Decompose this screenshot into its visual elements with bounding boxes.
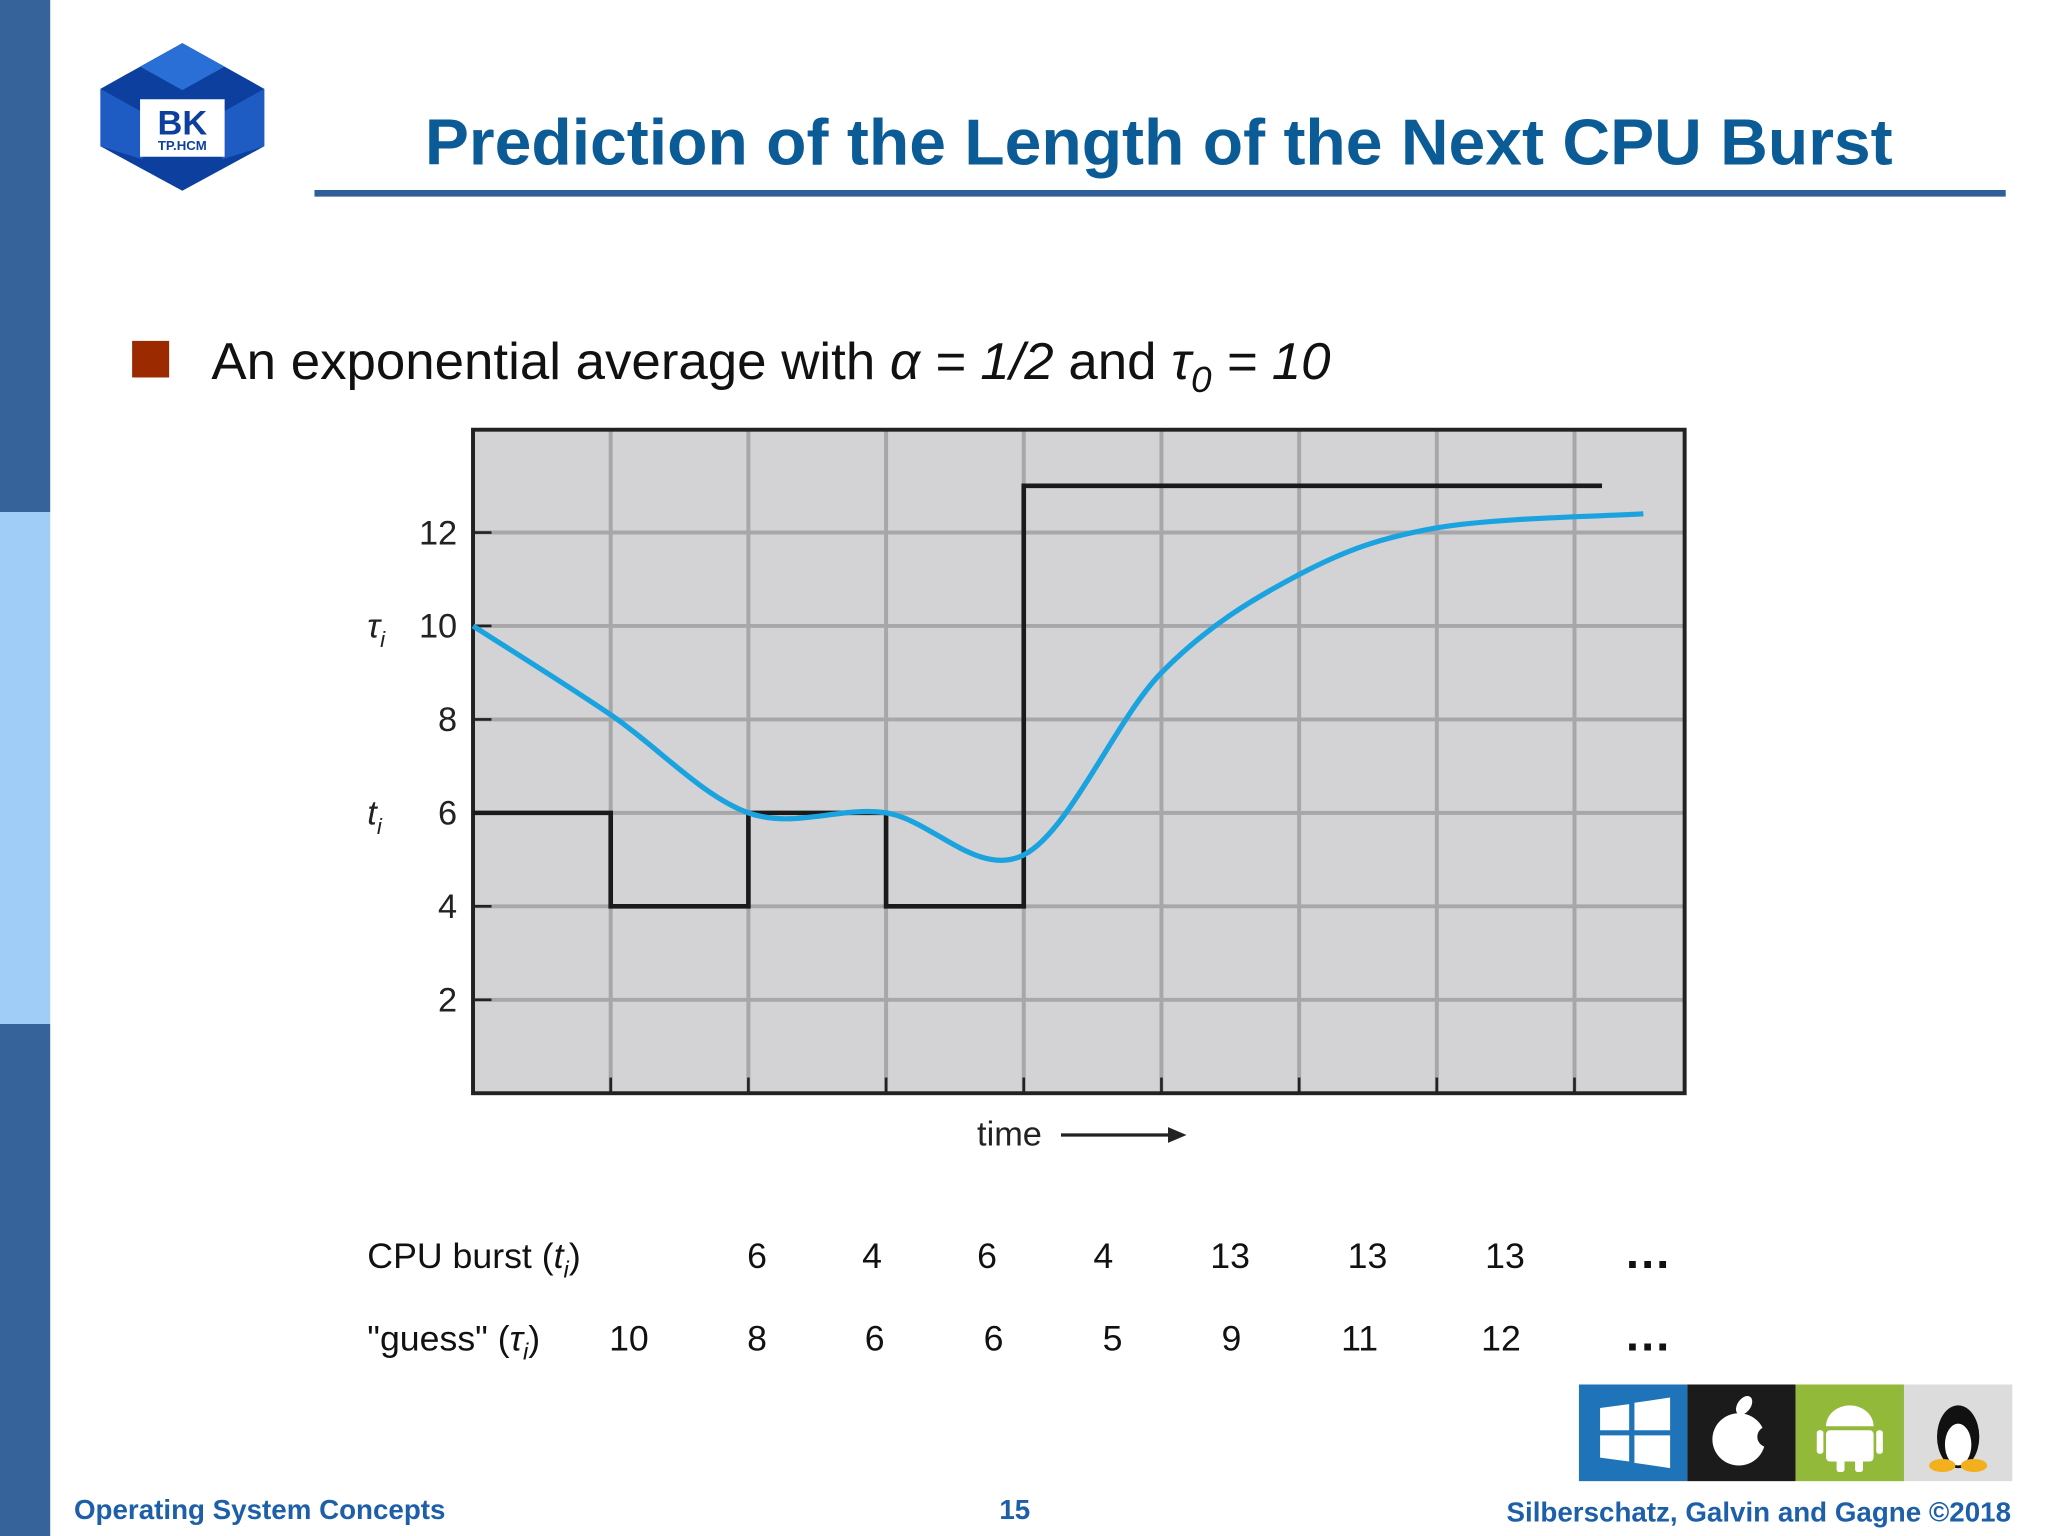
table-cell: 6 bbox=[747, 1236, 767, 1276]
os-icons bbox=[1578, 1384, 2013, 1482]
table-cell: … bbox=[1624, 1226, 1672, 1279]
subscript: i bbox=[564, 1258, 570, 1284]
plot-frame bbox=[471, 427, 1687, 1096]
symbol: τ bbox=[367, 608, 382, 646]
row-label: "guess" (τi) bbox=[367, 1319, 540, 1366]
y-tick-label: 8 bbox=[438, 701, 457, 739]
y-tick-label: 2 bbox=[438, 982, 457, 1020]
math: = 10 bbox=[1212, 332, 1331, 391]
table-cell: 4 bbox=[862, 1236, 882, 1276]
page-number: 15 bbox=[999, 1494, 1030, 1525]
table-cell: 8 bbox=[747, 1319, 767, 1359]
bullet-marker bbox=[132, 340, 170, 378]
text: ) bbox=[528, 1319, 540, 1359]
text: An exponential average with bbox=[211, 332, 889, 391]
footer-left: Operating System Concepts bbox=[74, 1494, 445, 1525]
side-bar bbox=[0, 512, 51, 1024]
table-cell: 6 bbox=[865, 1319, 885, 1359]
step-line bbox=[473, 483, 1603, 909]
table-cell: 5 bbox=[1103, 1319, 1123, 1359]
table-cell: 6 bbox=[984, 1319, 1004, 1359]
table-cell: 6 bbox=[977, 1236, 997, 1276]
arrow-head bbox=[1168, 1127, 1187, 1143]
logo-text: BK bbox=[158, 105, 208, 143]
table-cell: 13 bbox=[1210, 1236, 1250, 1276]
table-cell: … bbox=[1624, 1309, 1672, 1362]
table-cell: 10 bbox=[609, 1319, 649, 1359]
y-tick-label: 4 bbox=[438, 888, 457, 926]
y-tick-label: 6 bbox=[438, 795, 457, 833]
table: CPU burst (ti) 6 4 6 4 13 13 13 …"guess" (τi) 10 8… bbox=[367, 1226, 1671, 1365]
table-cell: 4 bbox=[1093, 1236, 1113, 1276]
x-axis-label: time bbox=[977, 1116, 1042, 1154]
table-cell: 9 bbox=[1222, 1319, 1242, 1359]
subscript: i bbox=[377, 814, 383, 839]
table-cell: 13 bbox=[1348, 1236, 1388, 1276]
subscript: 0 bbox=[1191, 359, 1212, 400]
logo-subtext: TP.HCM bbox=[158, 138, 207, 153]
y-tick-label: 10 bbox=[419, 608, 457, 646]
plot-area bbox=[473, 429, 1685, 1094]
subscript: i bbox=[380, 627, 386, 652]
side-bar bbox=[0, 1024, 51, 1536]
curve bbox=[471, 511, 1644, 863]
table-cell: 11 bbox=[1341, 1319, 1378, 1359]
logo: BK TP.HCM bbox=[100, 43, 265, 191]
text: and bbox=[1054, 332, 1172, 391]
table-cell: 13 bbox=[1485, 1236, 1525, 1276]
table-cell: 12 bbox=[1481, 1319, 1521, 1359]
symbol: t bbox=[367, 795, 378, 833]
text: ) bbox=[569, 1236, 581, 1276]
math: α = 1/2 bbox=[890, 332, 1054, 391]
y-tick-label: 12 bbox=[419, 514, 457, 552]
footer-right: Silberschatz, Galvin and Gagne ©2018 bbox=[1507, 1497, 2011, 1528]
side-bar bbox=[0, 0, 51, 512]
subscript: i bbox=[523, 1340, 529, 1366]
title: Prediction of the Length of the Next CPU… bbox=[425, 106, 1893, 179]
math: τ bbox=[1171, 332, 1194, 391]
math: τ bbox=[510, 1319, 526, 1359]
text: CPU burst ( bbox=[367, 1236, 554, 1276]
row-label: CPU burst (ti) bbox=[367, 1236, 580, 1283]
axis-annotation: τi bbox=[367, 608, 386, 652]
text: "guess" ( bbox=[367, 1319, 509, 1359]
bullet-text: An exponential average with α = 1/2 and … bbox=[211, 332, 1330, 400]
math: t bbox=[554, 1236, 566, 1276]
axis-annotation: ti bbox=[367, 795, 383, 839]
